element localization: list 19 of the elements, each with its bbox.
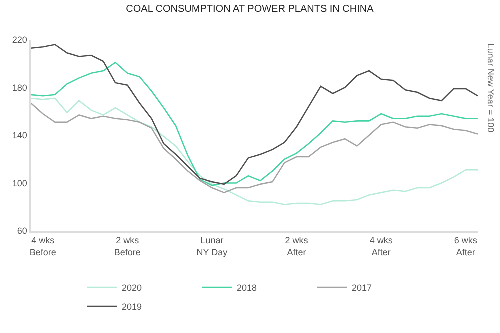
x-tick-label: 6 wks After: [454, 236, 478, 258]
y-axis-title: Lunar New Year = 100: [486, 43, 496, 133]
y-tick-label: 60: [17, 226, 28, 236]
chart-title: COAL CONSUMPTION AT POWER PLANTS IN CHINA: [126, 4, 374, 15]
x-tick-label: 4 wks Before: [30, 236, 56, 258]
x-tick-label: 2 wks After: [285, 236, 309, 258]
x-tick-label: 4 wks After: [370, 236, 394, 258]
y-tick-label: 180: [12, 82, 28, 93]
y-tick-label: 100: [12, 178, 28, 188]
y-tick-label: 140: [12, 130, 28, 141]
y-tick-label: 220: [12, 35, 28, 46]
x-tick-label: Lunar NY Day: [196, 236, 228, 258]
legend-label: 2018: [237, 283, 258, 294]
legend-label: 2020: [122, 283, 142, 294]
legend-label: 2017: [352, 283, 372, 294]
line-series: [31, 102, 478, 194]
line-series: [31, 98, 478, 206]
x-tick-label: 2 wks Before: [114, 236, 141, 258]
legend-label: 2019: [122, 302, 142, 312]
